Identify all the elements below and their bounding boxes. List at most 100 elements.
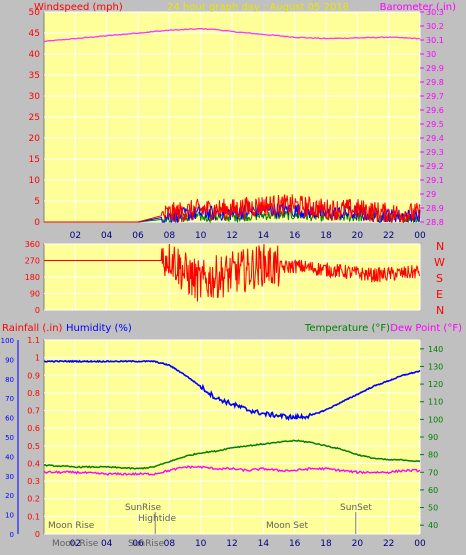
barometer-tick-3: 29.1 (426, 176, 444, 185)
humidity-tick-6: 60 (5, 415, 14, 423)
humidity-tick-5: 50 (5, 434, 14, 442)
humidity-axis-title: Humidity (%) (66, 323, 132, 334)
barometer-tick-10: 29.8 (426, 78, 444, 87)
chart-title: 24 hour graph day : August 05 2018 (167, 2, 349, 13)
humidity-tick-8: 80 (5, 376, 14, 384)
x-tick-label-bottom-5: 12 (226, 539, 237, 549)
barometer-tick-2: 29 (426, 190, 436, 199)
rain-tick-3: 0.3 (27, 477, 40, 486)
barometer-tick-11: 29.9 (426, 64, 444, 73)
x-tick-label-bottom-11: 00 (414, 539, 426, 549)
rain-tick-9: 0.9 (27, 371, 40, 380)
sunset-label: SunSet (340, 503, 372, 513)
barometer-tick-7: 29.5 (426, 120, 444, 129)
barometer-tick-5: 29.3 (426, 148, 444, 157)
x-tick-label-bottom-0: 02 (70, 539, 81, 549)
x-tick-label-top-0: 02 (70, 231, 81, 241)
barometer-tick-1: 28.9 (426, 204, 444, 213)
humidity-tick-4: 40 (5, 453, 14, 461)
rain-tick-7: 0.7 (27, 407, 40, 416)
rain-tick-10: 1 (35, 354, 40, 363)
rain-tick-8: 0.8 (27, 389, 40, 398)
moonrise-label-bottom: Moon Rise (52, 539, 99, 549)
windspeed-tick-7: 35 (29, 71, 40, 81)
humidity-line (43, 359, 421, 422)
windspeed-tick-4: 20 (29, 134, 41, 144)
humidity-tick-3: 30 (5, 473, 14, 481)
windspeed-axis-title: Windspeed (mph) (34, 2, 123, 13)
temp-tick-4: 80 (428, 451, 438, 460)
x-tick-label-top-4: 10 (195, 231, 207, 241)
rain-tick-5: 0.5 (27, 442, 40, 451)
humidity-tick-7: 70 (5, 395, 14, 403)
temp-tick-6: 100 (428, 415, 443, 424)
rain-tick-4: 0.4 (27, 459, 40, 468)
hightide-label: Hightide (138, 514, 176, 524)
temp-tick-9: 130 (428, 362, 443, 371)
temp-tick-3: 70 (428, 468, 438, 477)
windspeed-tick-10: 50 (29, 8, 41, 18)
sunrise-label: SunRise (125, 503, 162, 513)
barometer-line (43, 27, 421, 43)
x-tick-label-top-10: 22 (383, 231, 394, 241)
humidity-tick-2: 20 (5, 492, 14, 500)
windspeed-tick-8: 40 (29, 50, 41, 60)
x-tick-label-top-6: 14 (258, 231, 270, 241)
windspeed-tick-0: 0 (34, 218, 40, 228)
compass-n-bottom: N (436, 304, 444, 317)
direction-tick-4: 360 (25, 240, 40, 249)
temp-tick-10: 140 (428, 345, 443, 354)
direction-tick-0: 0 (35, 306, 40, 315)
temperature-axis-title: Temperature (°F) (304, 323, 390, 334)
barometer-tick-9: 29.7 (426, 92, 444, 101)
direction-tick-2: 180 (25, 273, 40, 282)
rain-tick-11: 1.1 (27, 336, 40, 345)
x-tick-label-bottom-1: 04 (101, 539, 113, 549)
rainfall-axis-title: Rainfall (.in) (2, 323, 63, 334)
x-tick-label-bottom-3: 08 (164, 539, 176, 549)
barometer-tick-13: 30.1 (426, 36, 444, 45)
direction-tick-1: 90 (30, 290, 40, 299)
rain-tick-2: 0.2 (27, 495, 40, 504)
compass-n-top: N (436, 240, 444, 253)
x-tick-label-top-5: 12 (226, 231, 237, 241)
rain-tick-6: 0.6 (27, 424, 40, 433)
sunrise-label-bottom: SunRise (128, 539, 165, 549)
temp-tick-7: 110 (428, 398, 443, 407)
barometer-tick-0: 28.8 (426, 218, 444, 227)
windspeed-tick-2: 10 (29, 176, 41, 186)
windspeed-tick-3: 15 (29, 155, 40, 165)
windspeed-tick-5: 25 (29, 113, 40, 123)
wind-direction-line (44, 243, 421, 302)
temp-tick-5: 90 (428, 433, 438, 442)
x-tick-label-bottom-4: 10 (195, 539, 207, 549)
rain-tick-0: 0 (35, 530, 40, 539)
x-tick-label-bottom-2: 06 (132, 539, 144, 549)
x-tick-label-top-11: 00 (414, 231, 426, 241)
axes: 0202040406060808101012121414161618182020… (1, 8, 444, 549)
x-tick-label-top-9: 20 (352, 231, 364, 241)
x-tick-label-bottom-7: 16 (289, 539, 301, 549)
x-tick-label-bottom-6: 14 (258, 539, 270, 549)
barometer-tick-15: 30.3 (426, 8, 444, 17)
barometer-axis-title: Barometer (.in) (380, 2, 456, 13)
compass-e: E (436, 288, 443, 301)
temp-tick-8: 120 (428, 380, 443, 389)
temp-tick-1: 50 (428, 504, 438, 513)
humidity-tick-9: 90 (5, 356, 14, 364)
x-tick-label-top-3: 08 (164, 231, 176, 241)
barometer-tick-4: 29.2 (426, 162, 444, 171)
compass-s: S (436, 272, 443, 285)
barometer-tick-14: 30.2 (426, 22, 444, 31)
x-tick-label-top-8: 18 (320, 231, 332, 241)
temperature-line (43, 439, 421, 470)
windspeed-tick-9: 45 (29, 29, 40, 39)
direction-tick-3: 270 (25, 257, 40, 266)
wind-speed-line (44, 194, 421, 224)
temp-tick-0: 40 (428, 521, 438, 530)
humidity-tick-10: 100 (1, 337, 14, 345)
windspeed-tick-6: 30 (29, 92, 41, 102)
temp-tick-2: 60 (428, 486, 438, 495)
barometer-tick-6: 29.4 (426, 134, 444, 143)
